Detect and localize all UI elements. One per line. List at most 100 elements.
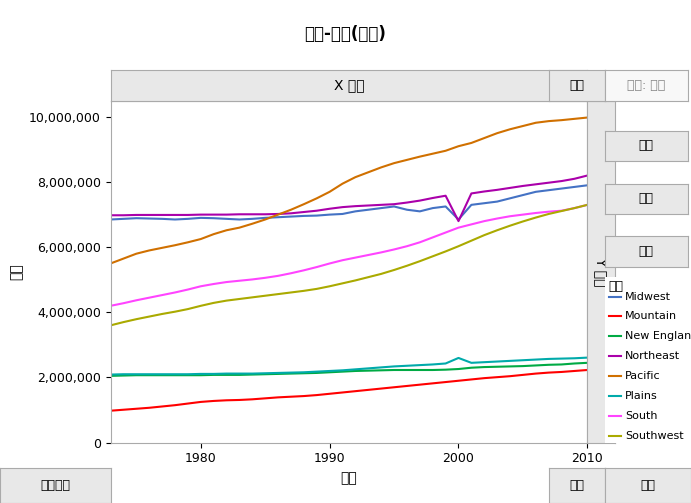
Mountain (416, 382, 424, 388)
New England (364, 368, 372, 374)
X-axis label: 年份: 年份 (341, 471, 357, 485)
Mountain (120, 407, 128, 413)
Mountain (274, 394, 282, 400)
Mountain (223, 397, 231, 403)
Pacific (390, 160, 398, 166)
Plains (248, 371, 256, 377)
South (106, 303, 115, 309)
Mountain (442, 379, 450, 385)
Mountain (209, 398, 218, 404)
Northeast (480, 189, 489, 195)
Northeast (545, 180, 553, 186)
Text: 颜色: 颜色 (638, 139, 654, 152)
Pacific (300, 201, 308, 207)
Midwest (312, 213, 321, 219)
Plains (455, 355, 463, 361)
Line: Northeast: Northeast (111, 176, 587, 221)
Plains (403, 363, 411, 369)
New England (171, 372, 179, 378)
Mountain (467, 376, 475, 382)
Pacific (339, 181, 347, 187)
Text: Y 分组: Y 分组 (594, 257, 608, 286)
Midwest (248, 216, 256, 222)
Mountain (428, 380, 437, 386)
Pacific (209, 231, 218, 237)
Pacific (545, 118, 553, 124)
Southwest (235, 296, 243, 302)
Southwest (428, 254, 437, 260)
Southwest (531, 214, 540, 220)
Mountain (583, 367, 591, 373)
Pacific (351, 174, 359, 180)
South (235, 278, 243, 284)
Northeast (570, 176, 578, 182)
New England (493, 364, 501, 370)
Midwest (274, 214, 282, 220)
Text: Southwest: Southwest (625, 431, 684, 441)
Mountain (339, 389, 347, 395)
South (261, 275, 269, 281)
New England (339, 369, 347, 375)
Midwest (339, 211, 347, 217)
Mountain (287, 394, 295, 400)
Northeast (287, 210, 295, 216)
Mountain (403, 383, 411, 389)
Northeast (106, 212, 115, 218)
Pacific (312, 195, 321, 201)
Northeast (403, 200, 411, 206)
Midwest (583, 182, 591, 188)
Midwest (351, 208, 359, 214)
Mountain (235, 397, 243, 403)
Plains (287, 370, 295, 376)
Midwest (442, 203, 450, 209)
Plains (480, 359, 489, 365)
Text: 年份-均值(人口): 年份-均值(人口) (305, 25, 386, 43)
Text: 叠加: 地区: 叠加: 地区 (627, 79, 665, 92)
South (583, 202, 591, 208)
Southwest (300, 288, 308, 294)
New England (467, 365, 475, 371)
New England (120, 373, 128, 379)
Line: Mountain: Mountain (111, 370, 587, 411)
Pacific (197, 236, 205, 242)
Mountain (325, 391, 334, 397)
South (442, 229, 450, 235)
Southwest (506, 223, 514, 229)
Mountain (506, 373, 514, 379)
South (493, 215, 501, 221)
Mountain (351, 388, 359, 394)
Pacific (145, 247, 153, 254)
Southwest (583, 202, 591, 208)
Pacific (171, 242, 179, 248)
Mountain (158, 403, 167, 409)
New England (506, 363, 514, 369)
Midwest (480, 200, 489, 206)
Plains (235, 371, 243, 377)
Mountain (390, 384, 398, 390)
Northeast (364, 203, 372, 209)
Southwest (442, 248, 450, 255)
Northeast (184, 212, 192, 218)
Northeast (519, 183, 527, 189)
Pacific (120, 256, 128, 262)
Mountain (531, 371, 540, 377)
Pacific (428, 151, 437, 157)
Text: Plains: Plains (625, 391, 658, 401)
New England (274, 371, 282, 377)
Mountain (570, 368, 578, 374)
Text: Mountain: Mountain (625, 311, 677, 321)
Plains (558, 356, 566, 362)
South (339, 257, 347, 263)
Plains (545, 356, 553, 362)
Text: South: South (625, 411, 658, 421)
Pacific (274, 212, 282, 218)
Line: New England: New England (111, 363, 587, 376)
New England (403, 367, 411, 373)
Text: Northeast: Northeast (625, 351, 681, 361)
Pacific (583, 115, 591, 121)
South (467, 221, 475, 227)
Northeast (235, 211, 243, 217)
Plains (120, 371, 128, 377)
Northeast (274, 211, 282, 217)
Plains (442, 361, 450, 367)
